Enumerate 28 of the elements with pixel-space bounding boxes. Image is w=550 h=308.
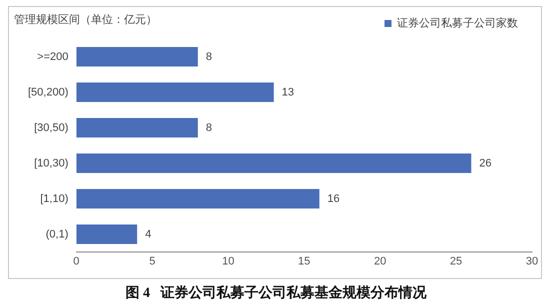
- y-axis-title: 管理规模区间（单位：亿元）: [14, 12, 157, 26]
- bar: [76, 118, 198, 138]
- text: 图 4 证券公司私募子公司私募基金规模分布情况: [126, 285, 428, 302]
- y-tick-label: [30,50): [34, 122, 68, 134]
- data-label: 4: [145, 228, 152, 240]
- data-label: 16: [327, 192, 340, 205]
- data-label: 8: [206, 50, 212, 63]
- bar: [76, 82, 274, 102]
- x-tick-label: 5: [149, 256, 156, 268]
- x-tick-label: 10: [222, 256, 234, 268]
- x-tick-label: 20: [374, 256, 386, 268]
- bar: [76, 224, 138, 244]
- x-tick-label: 15: [298, 256, 310, 268]
- y-tick-label: [10,30): [34, 157, 68, 170]
- y-tick-label: [50,200): [28, 86, 68, 98]
- data-label: 8: [206, 122, 212, 134]
- bar: [76, 153, 472, 174]
- y-tick-label: >=200: [37, 50, 68, 63]
- y-tick-label: (0,1): [46, 228, 68, 240]
- data-label: 13: [282, 86, 294, 98]
- bar: [76, 188, 320, 209]
- y-tick-label: [1,10): [40, 192, 68, 205]
- x-tick-label: 0: [73, 256, 80, 268]
- x-tick-label: 25: [450, 256, 462, 268]
- data-label: 26: [479, 157, 492, 170]
- legend-label: 证券公司私募子公司家数: [397, 16, 518, 30]
- bar: [76, 46, 198, 67]
- x-tick-label: 30: [526, 256, 538, 268]
